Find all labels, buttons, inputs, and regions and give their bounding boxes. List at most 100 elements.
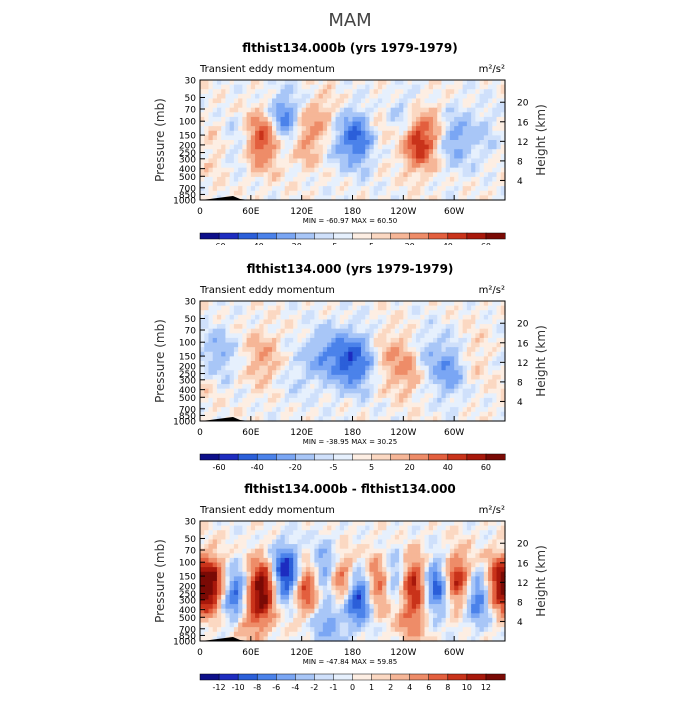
heatmap-cell (382, 149, 387, 154)
heatmap-cell (425, 412, 430, 417)
heatmap-cell (297, 521, 302, 526)
heatmap-cell (382, 89, 387, 94)
heatmap-cell (204, 85, 209, 90)
heatmap-cell (264, 163, 269, 168)
heatmap-cell (378, 329, 383, 334)
heatmap-cell (420, 324, 425, 329)
heatmap-cell (492, 301, 497, 306)
heatmap-cell (268, 563, 273, 568)
heatmap-cell (331, 563, 336, 568)
heatmap-cell (280, 135, 285, 140)
heatmap-cell (259, 370, 264, 375)
heatmap-cell (331, 154, 336, 159)
heatmap-cell (450, 126, 455, 131)
heatmap-cell (247, 168, 252, 173)
heatmap-cell (399, 149, 404, 154)
heatmap-cell (399, 98, 404, 103)
heatmap-cell (374, 145, 379, 150)
heatmap-cell (336, 558, 341, 563)
heatmap-cell (230, 131, 235, 136)
heatmap-cell (429, 379, 434, 384)
heatmap-cell (306, 191, 311, 196)
heatmap-cell (247, 549, 252, 554)
heatmap-cell (463, 108, 468, 113)
heatmap-cell (395, 112, 400, 117)
heatmap-cell (361, 586, 366, 591)
heatmap-cell (395, 407, 400, 412)
heatmap-cell (471, 567, 476, 572)
heatmap-cell (200, 135, 205, 140)
heatmap-cell (437, 389, 442, 394)
heatmap-cell (365, 158, 370, 163)
heatmap-cell (365, 154, 370, 159)
heatmap-cell (492, 539, 497, 544)
heatmap-cell (492, 145, 497, 150)
heatmap-cell (441, 126, 446, 131)
heatmap-cell (399, 576, 404, 581)
heatmap-cell (234, 521, 239, 526)
y-tick-label-left: 50 (185, 315, 197, 325)
heatmap-cell (365, 177, 370, 182)
heatmap-cell (293, 407, 298, 412)
heatmap-cell (314, 140, 319, 145)
heatmap-cell (314, 301, 319, 306)
heatmap-cell (420, 310, 425, 315)
heatmap-cell (280, 343, 285, 348)
heatmap-cell (497, 182, 502, 187)
heatmap-cell (480, 168, 485, 173)
heatmap-cell (488, 163, 493, 168)
heatmap-cell (492, 182, 497, 187)
heatmap-cell (395, 356, 400, 361)
heatmap-cell (484, 122, 489, 127)
heatmap-cell (221, 389, 226, 394)
heatmap-cell (225, 191, 230, 196)
heatmap-cell (433, 117, 438, 122)
heatmap-cell (204, 324, 209, 329)
heatmap-cell (395, 186, 400, 191)
heatmap-cell (230, 343, 235, 348)
heatmap-cell (297, 333, 302, 338)
heatmap-cell (302, 126, 307, 131)
heatmap-cell (357, 315, 362, 320)
heatmap-cell (480, 407, 485, 412)
heatmap-cell (395, 521, 400, 526)
heatmap-cell (497, 567, 502, 572)
heatmap-cell (238, 191, 243, 196)
heatmap-cell (272, 89, 277, 94)
heatmap-cell (272, 182, 277, 187)
heatmap-cell (276, 126, 281, 131)
heatmap-cell (446, 117, 451, 122)
heatmap-cell (217, 530, 222, 535)
heatmap-cell (221, 370, 226, 375)
heatmap-cell (234, 315, 239, 320)
heatmap-cell (340, 356, 345, 361)
heatmap-cell (386, 177, 391, 182)
heatmap-cell (289, 398, 294, 403)
heatmap-cell (230, 108, 235, 113)
heatmap-cell (433, 177, 438, 182)
heatmap-cell (251, 412, 256, 417)
heatmap-cell (378, 412, 383, 417)
heatmap-cell (272, 389, 277, 394)
heatmap-cell (420, 370, 425, 375)
heatmap-cell (213, 131, 218, 136)
heatmap-cell (340, 581, 345, 586)
heatmap-cell (361, 370, 366, 375)
heatmap-cell (208, 403, 213, 408)
heatmap-cell (208, 343, 213, 348)
heatmap-cell (213, 549, 218, 554)
heatmap-cell (242, 98, 247, 103)
heatmap-cell (327, 567, 332, 572)
heatmap-cell (285, 94, 290, 99)
heatmap-cell (225, 131, 230, 136)
heatmap-cell (208, 131, 213, 136)
heatmap-cell (458, 177, 463, 182)
heatmap-cell (302, 553, 307, 558)
heatmap-cell (488, 535, 493, 540)
heatmap-cell (251, 182, 256, 187)
heatmap-cell (475, 379, 480, 384)
heatmap-cell (340, 572, 345, 577)
heatmap-cell (259, 145, 264, 150)
heatmap-cell (348, 338, 353, 343)
heatmap-cell (302, 544, 307, 549)
